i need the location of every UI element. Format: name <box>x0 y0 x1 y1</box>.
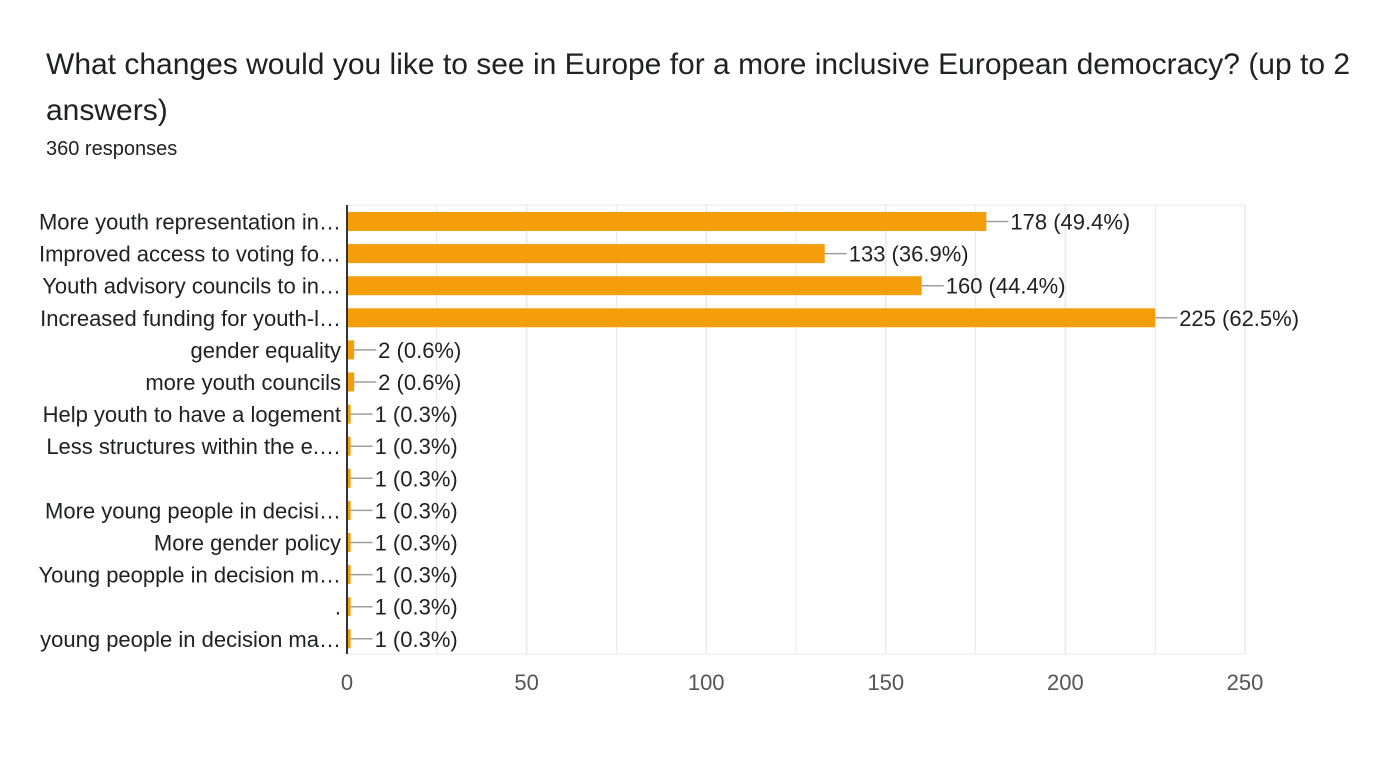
x-tick-label: 100 <box>688 670 725 695</box>
data-label: 1 (0.3%) <box>375 595 458 620</box>
category-label: more youth councils <box>145 370 341 395</box>
x-tick-label: 0 <box>341 670 353 695</box>
x-tick-label: 50 <box>514 670 538 695</box>
data-label: 178 (49.4%) <box>1010 210 1130 235</box>
bar <box>347 565 351 585</box>
category-label: Less structures within the e.… <box>46 434 341 459</box>
bar <box>347 436 351 456</box>
category-label: young people in decision ma… <box>40 627 341 652</box>
category-label: More gender policy <box>154 531 341 556</box>
bar <box>347 308 1156 328</box>
gridlines <box>347 204 1246 655</box>
response-count: 360 responses <box>46 138 178 160</box>
x-axis-ticks: 0 50 100 150 200 250 <box>341 205 1263 695</box>
category-label: gender equality <box>191 338 341 363</box>
data-label: 2 (0.6%) <box>378 370 461 395</box>
bar <box>347 372 355 392</box>
data-label: 160 (44.4%) <box>946 274 1066 299</box>
data-label: 2 (0.6%) <box>378 338 461 363</box>
x-tick-label: 250 <box>1227 670 1264 695</box>
data-label: 1 (0.3%) <box>375 531 458 556</box>
bars: 178 (49.4%) 133 (36.9%) 160 (44.4%) 225 (62… <box>347 210 1299 652</box>
bar <box>347 500 351 520</box>
data-label: 1 (0.3%) <box>375 402 458 427</box>
category-label: . <box>335 595 341 620</box>
category-label: More young people in decisi… <box>45 498 341 523</box>
bar <box>347 533 351 552</box>
bar <box>347 340 355 360</box>
category-label: Youth advisory councils to in… <box>42 274 341 299</box>
bar <box>347 212 987 231</box>
x-tick-label: 200 <box>1047 670 1084 695</box>
data-label: 225 (62.5%) <box>1179 306 1299 331</box>
bar <box>347 404 351 424</box>
chart-title: What changes would you like to see in Eu… <box>46 48 1351 127</box>
category-label: More youth representation in… <box>39 210 341 235</box>
bar <box>347 244 825 264</box>
data-label: 1 (0.3%) <box>375 434 458 459</box>
category-label: Help youth to have a logement <box>43 402 341 427</box>
category-labels: More youth representation in… Improved ac… <box>38 210 341 652</box>
data-label: 1 (0.3%) <box>375 466 458 491</box>
data-label: 133 (36.9%) <box>849 242 969 267</box>
category-label: Increased funding for youth-l… <box>40 306 341 331</box>
data-label: 1 (0.3%) <box>375 563 458 588</box>
bar <box>347 629 351 649</box>
bar <box>347 468 351 488</box>
data-label: 1 (0.3%) <box>375 498 458 523</box>
x-tick-label: 150 <box>867 670 904 695</box>
category-label: Improved access to voting fo… <box>39 242 341 267</box>
category-label: Young peopple in decision m… <box>38 563 341 588</box>
data-label: 1 (0.3%) <box>375 627 458 652</box>
bar <box>347 276 922 296</box>
bar <box>347 597 351 617</box>
